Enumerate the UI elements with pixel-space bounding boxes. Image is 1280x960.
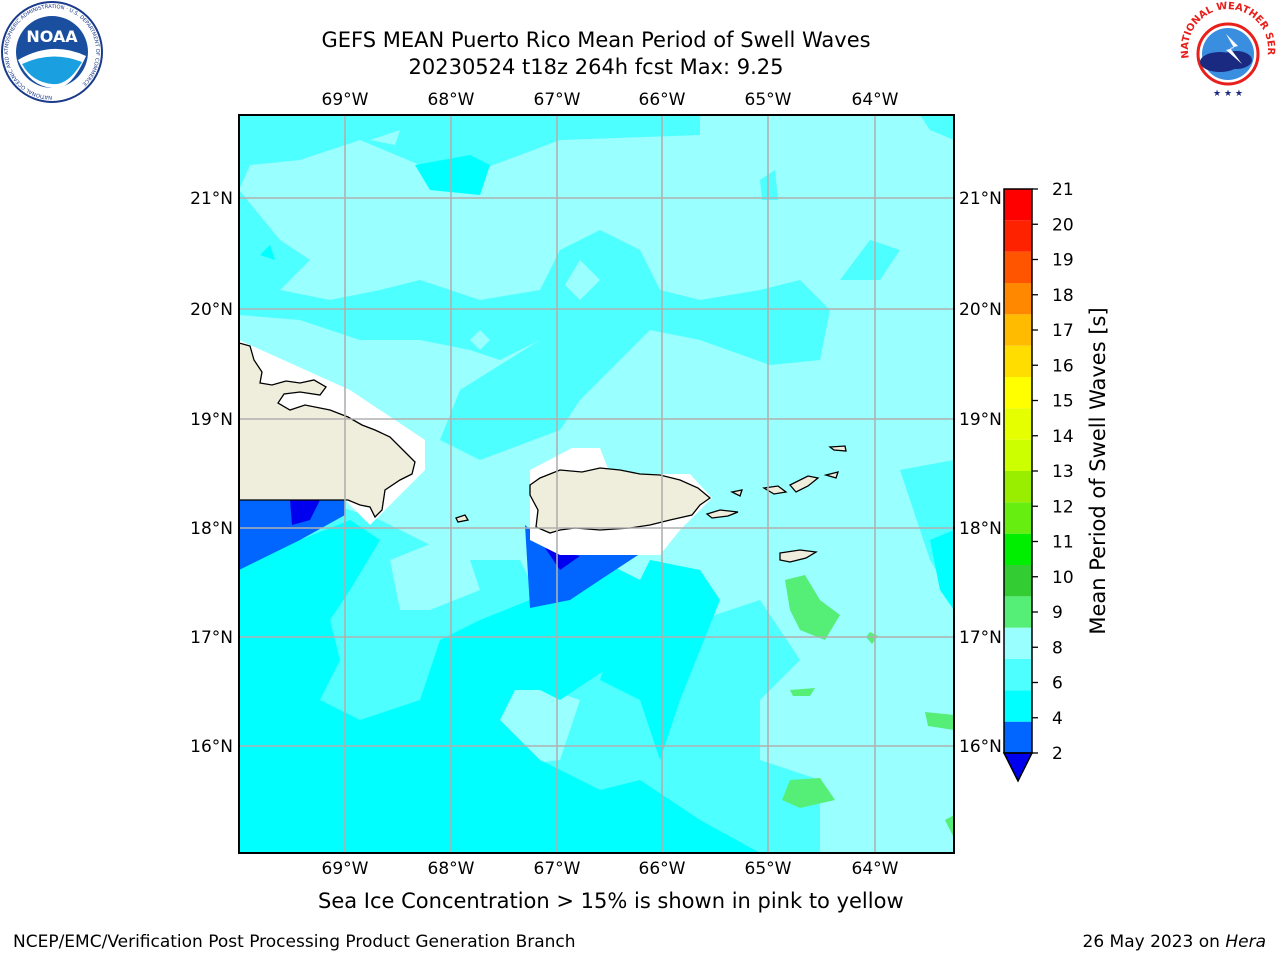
colorbar-segment: [1004, 596, 1032, 628]
colorbar-segment: [1004, 502, 1032, 534]
colorbar-under-extension: [1002, 752, 1034, 783]
colorbar-tick-label: 17: [1052, 321, 1074, 341]
colorbar-tick-label: 4: [1052, 709, 1063, 729]
lon-label-bottom: 64°W: [852, 859, 899, 879]
lat-label-right: 21°N: [959, 189, 1002, 209]
lat-label-left: 21°N: [190, 189, 233, 209]
colorbar-segment: [1004, 189, 1032, 221]
colorbar-segment: [1004, 721, 1032, 753]
colorbar-segment: [1004, 314, 1032, 346]
lat-label-left: 19°N: [190, 410, 233, 430]
lon-label-bottom: 67°W: [534, 859, 581, 879]
colorbar-segment: [1004, 565, 1032, 597]
colorbar-segment: [1004, 533, 1032, 565]
chart-title: GEFS MEAN Puerto Rico Mean Period of Swe…: [321, 28, 871, 52]
colorbar-tick-label: 20: [1052, 215, 1074, 235]
colorbar-segment: [1004, 345, 1032, 377]
lon-label-bottom: 66°W: [639, 859, 686, 879]
graticule: [239, 115, 954, 853]
lon-label-top: 68°W: [428, 90, 475, 110]
colorbar-segment: [1004, 471, 1032, 503]
colorbar-segment: [1004, 283, 1032, 315]
colorbar-segment: [1004, 439, 1032, 471]
colorbar-label: Mean Period of Swell Waves [s]: [1086, 307, 1110, 634]
colorbar-segment: [1004, 220, 1032, 252]
footer-host: Hera: [1225, 932, 1266, 952]
lat-label-right: 20°N: [959, 300, 1002, 320]
nws-logo: NATIONAL WEATHER SERVICE ★ ★ ★: [1176, 0, 1278, 102]
footer-date-text: 26 May 2023 on: [1082, 932, 1226, 952]
colorbar-tick-label: 14: [1052, 427, 1074, 447]
noaa-logo-text: NOAA: [26, 27, 78, 46]
lon-label-top: 65°W: [745, 90, 792, 110]
swell-period-field: [239, 115, 954, 853]
colorbar-tick-label: 8: [1052, 638, 1063, 658]
map-frame: [238, 114, 955, 854]
colorbar-tick-label: 13: [1052, 462, 1074, 482]
colorbar-segment: [1004, 659, 1032, 691]
lat-label-right: 18°N: [959, 519, 1002, 539]
colorbar-tick-label: 9: [1052, 603, 1063, 623]
svg-text:★ ★ ★: ★ ★ ★: [1213, 89, 1243, 99]
colorbar-segment: [1004, 627, 1032, 659]
lat-label-right: 16°N: [959, 737, 1002, 757]
land: [239, 342, 847, 563]
colorbar-tick-label: 15: [1052, 392, 1074, 412]
lon-label-top: 69°W: [322, 90, 369, 110]
lon-label-top: 67°W: [534, 90, 581, 110]
lat-label-left: 17°N: [190, 628, 233, 648]
colorbar-tick-label: 12: [1052, 497, 1074, 517]
colorbar-tick-label: 18: [1052, 286, 1074, 306]
lat-label-right: 19°N: [959, 410, 1002, 430]
colorbar-tick-label: 19: [1052, 251, 1074, 271]
chart-subtitle: 20230524 t18z 264h fcst Max: 9.25: [408, 55, 784, 79]
colorbar-tick-label: 10: [1052, 568, 1074, 588]
lon-label-top: 66°W: [639, 90, 686, 110]
sea-ice-note: Sea Ice Concentration > 15% is shown in …: [318, 889, 904, 913]
footer-date: 26 May 2023 on Hera: [1083, 932, 1267, 952]
contour-9-10s: [782, 575, 954, 838]
lon-label-bottom: 65°W: [745, 859, 792, 879]
colorbar-tick-label: 6: [1052, 674, 1063, 694]
contour-2-4s: [239, 500, 638, 608]
lat-label-left: 16°N: [190, 737, 233, 757]
contour-below-2s: [290, 500, 580, 570]
lat-label-left: 18°N: [190, 519, 233, 539]
colorbar: 2 4 6 8 9 10 11 12 13 14 15 16 17 18 19 20 21: [1002, 180, 1074, 783]
colorbar-tick-label: 21: [1052, 180, 1074, 200]
lat-label-right: 17°N: [959, 628, 1002, 648]
colorbar-segment: [1004, 690, 1032, 722]
colorbar-tick-label: 11: [1052, 533, 1074, 553]
colorbar-segment: [1004, 377, 1032, 409]
colorbar-tick-label: 2: [1052, 744, 1063, 764]
colorbar-segment: [1004, 251, 1032, 283]
lon-label-bottom: 68°W: [428, 859, 475, 879]
lon-label-bottom: 69°W: [322, 859, 369, 879]
footer-credit: NCEP/EMC/Verification Post Processing Pr…: [13, 932, 576, 952]
lat-label-left: 20°N: [190, 300, 233, 320]
colorbar-tick-label: 16: [1052, 356, 1074, 376]
lon-label-top: 64°W: [852, 90, 899, 110]
colorbar-segment: [1004, 408, 1032, 440]
noaa-logo: NOAA NATIONAL OCEANIC AND ATMOSPHERIC AD…: [1, 1, 103, 103]
